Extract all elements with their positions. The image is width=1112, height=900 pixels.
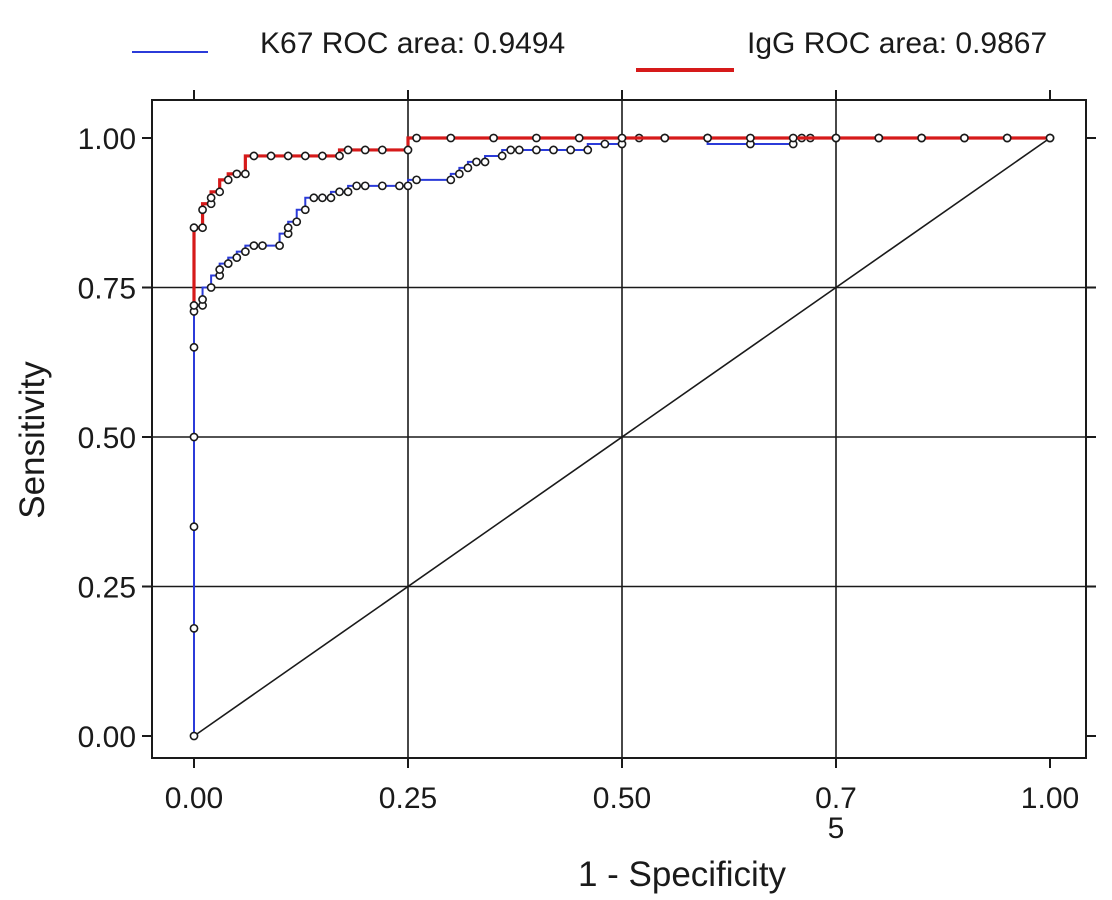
data-point	[549, 145, 558, 155]
x-tick-label: 0.7 5	[815, 782, 857, 845]
data-point	[617, 133, 627, 143]
data-point	[266, 151, 276, 161]
data-point	[412, 133, 421, 143]
reference-line	[193, 137, 1051, 737]
data-point	[600, 139, 610, 149]
y-tick-label: 0.50	[78, 422, 136, 455]
data-point	[960, 133, 969, 143]
data-point	[198, 223, 207, 233]
data-point	[249, 151, 259, 161]
data-point	[472, 157, 481, 167]
data-point	[317, 151, 327, 161]
data-point	[283, 223, 293, 233]
data-point	[215, 265, 225, 274]
y-tick-label: 0.25	[78, 572, 136, 605]
data-point	[300, 151, 310, 161]
data-point	[403, 145, 413, 155]
legend-label: IgG ROC area: 0.9867	[747, 27, 1047, 60]
reference-diagonal	[193, 137, 1051, 737]
data-point	[240, 169, 250, 179]
grid	[152, 100, 1086, 758]
data-point	[532, 145, 541, 155]
legend: K67 ROC area: 0.9494 IgG ROC area: 0.9867	[132, 27, 1047, 72]
data-point	[746, 133, 755, 143]
data-point	[917, 133, 926, 143]
data-point	[189, 522, 199, 532]
data-point	[189, 223, 199, 233]
data-point	[292, 217, 302, 227]
data-point	[198, 295, 207, 304]
x-tick-label: 1.00	[1021, 782, 1079, 815]
data-point	[335, 151, 344, 161]
data-point	[343, 187, 353, 197]
y-axis-label: Sensitivity	[13, 361, 52, 519]
series-layer	[189, 133, 1055, 741]
series-igg	[189, 133, 1055, 310]
y-tick-label: 1.00	[78, 123, 136, 156]
data-point	[514, 145, 524, 155]
data-point	[300, 205, 310, 215]
x-axis-label: 1 - Specificity	[578, 855, 787, 894]
x-tick-label: 0.25	[379, 782, 437, 815]
data-point	[249, 241, 259, 251]
data-point	[377, 181, 387, 191]
plot-frame	[151, 99, 1087, 759]
x-tick-label: 0.50	[593, 782, 651, 815]
data-point	[206, 283, 216, 292]
data-point	[506, 145, 516, 155]
data-point	[788, 133, 798, 143]
legend-label: K67 ROC area: 0.9494	[260, 27, 565, 60]
data-point	[1002, 133, 1012, 143]
data-point	[309, 193, 319, 203]
data-point	[831, 133, 841, 143]
data-point	[703, 133, 712, 143]
data-point	[360, 145, 370, 155]
data-point	[317, 193, 327, 203]
data-point	[874, 133, 884, 143]
data-point	[240, 247, 250, 257]
data-point	[497, 151, 507, 161]
data-point	[566, 145, 576, 155]
data-point	[275, 241, 284, 251]
data-point	[1045, 133, 1055, 143]
data-point	[583, 145, 593, 155]
data-point	[343, 145, 353, 155]
data-point	[189, 731, 199, 741]
data-point	[189, 301, 199, 310]
data-point	[463, 163, 473, 173]
data-point	[223, 175, 233, 185]
y-tick-label: 0.00	[78, 721, 136, 754]
data-point	[352, 181, 362, 191]
data-point	[283, 151, 293, 161]
data-point	[335, 187, 344, 197]
data-point	[232, 253, 242, 262]
data-point	[206, 193, 216, 203]
data-point	[574, 133, 584, 143]
data-point	[189, 342, 199, 352]
data-point	[412, 175, 421, 185]
data-point	[377, 145, 387, 155]
data-point	[446, 175, 456, 185]
data-point	[189, 623, 199, 633]
data-point	[258, 241, 267, 251]
data-point	[660, 133, 670, 143]
data-point	[403, 181, 413, 191]
data-point	[480, 157, 490, 167]
y-tick-label: 0.75	[78, 273, 136, 306]
x-tick-label: 0.00	[165, 782, 223, 815]
data-point	[215, 187, 225, 197]
data-point	[454, 169, 464, 179]
data-point	[532, 133, 541, 143]
data-point	[489, 133, 498, 143]
data-point	[326, 193, 336, 203]
data-point	[189, 432, 199, 442]
data-point	[360, 181, 370, 191]
data-point	[232, 169, 242, 179]
data-point	[395, 181, 404, 191]
data-point	[223, 259, 233, 268]
axes: 0.00 0.25 0.50 0.7 5 1.00 0.00 0.25 0.50 0.75 1.00	[78, 90, 1096, 845]
data-point	[446, 133, 456, 143]
data-point	[198, 205, 207, 215]
